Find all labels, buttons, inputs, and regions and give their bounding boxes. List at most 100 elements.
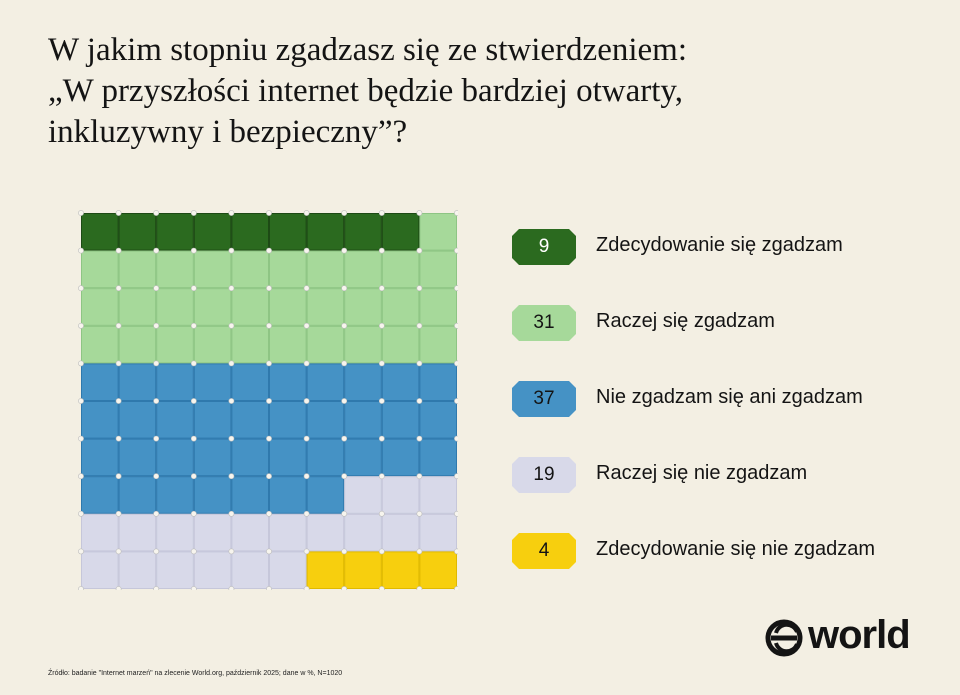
waffle-cell-border xyxy=(269,476,307,514)
waffle-cell xyxy=(81,513,119,552)
legend-label: Nie zgadzam się ani zgadzam xyxy=(596,386,863,408)
waffle-cell-border xyxy=(381,250,420,289)
waffle-cell xyxy=(306,363,345,401)
grid-node xyxy=(190,322,197,329)
grid-node xyxy=(341,285,348,292)
waffle-cell-border xyxy=(381,401,420,439)
waffle-cell xyxy=(193,438,232,477)
grid-node xyxy=(303,398,310,404)
waffle-cell xyxy=(344,250,382,289)
grid-node xyxy=(378,548,385,555)
waffle-cell-border xyxy=(419,363,457,401)
waffle-cell-border xyxy=(306,551,345,589)
grid-node xyxy=(378,247,385,254)
grid-node xyxy=(378,510,385,517)
grid-node xyxy=(153,210,160,216)
waffle-cell-border xyxy=(344,288,382,326)
grid-node xyxy=(190,360,197,367)
waffle-cell-border xyxy=(269,288,307,326)
value-label: 9 xyxy=(538,236,550,257)
title-line-2: „W przyszłości internet będzie bardziej … xyxy=(48,73,683,109)
waffle-cell-border xyxy=(344,513,382,552)
grid-node xyxy=(378,435,385,442)
grid-node xyxy=(378,285,385,292)
waffle-cell-border xyxy=(419,438,457,477)
grid-node xyxy=(78,247,84,254)
waffle-cell-border xyxy=(269,250,307,289)
grid-node xyxy=(115,586,122,590)
waffle-cell-border xyxy=(156,476,194,514)
waffle-cell-border xyxy=(269,513,307,552)
grid-node xyxy=(115,360,122,367)
waffle-cell-border xyxy=(381,213,420,251)
grid-node xyxy=(78,322,84,329)
waffle-cell xyxy=(118,401,157,439)
grid-node xyxy=(115,510,122,517)
waffle-cell xyxy=(381,250,420,289)
grid-node xyxy=(416,435,423,442)
waffle-cell-border xyxy=(269,325,307,364)
waffle-cell-border xyxy=(231,363,269,401)
waffle-cell xyxy=(231,250,269,289)
grid-node xyxy=(341,247,348,254)
grid-node xyxy=(303,435,310,442)
waffle-cell-border xyxy=(231,325,269,364)
waffle-cell xyxy=(193,325,232,364)
waffle-cell-border xyxy=(81,213,119,251)
waffle-cell-border xyxy=(419,401,457,439)
source-note: Źródło: badanie "Internet marzeń" na zle… xyxy=(48,670,343,677)
waffle-cell-border xyxy=(81,250,119,289)
waffle-cell-border xyxy=(81,551,119,589)
title-line-3: inkluzywny i bezpieczny”? xyxy=(48,114,408,150)
waffle-cell xyxy=(118,438,157,477)
waffle-cell-border xyxy=(306,288,345,326)
waffle-cell xyxy=(81,325,119,364)
grid-node xyxy=(190,435,197,442)
grid-node xyxy=(266,510,272,517)
waffle-cell-border xyxy=(306,513,345,552)
waffle-cell xyxy=(419,476,457,514)
waffle-cell xyxy=(231,213,269,251)
grid-node xyxy=(454,548,458,555)
value-label: 37 xyxy=(533,388,555,409)
waffle-cell xyxy=(344,288,382,326)
waffle-cell xyxy=(269,288,307,326)
waffle-cell xyxy=(118,325,157,364)
waffle-cell xyxy=(156,250,194,289)
waffle-cell xyxy=(193,551,232,589)
grid-node xyxy=(78,285,84,292)
waffle-cell xyxy=(344,476,382,514)
waffle-cell-border xyxy=(269,551,307,589)
waffle-cell-border xyxy=(419,213,457,251)
waffle-cell-border xyxy=(306,401,345,439)
waffle-cell-border xyxy=(344,325,382,364)
waffle-cell-border xyxy=(306,476,345,514)
waffle-cell-border xyxy=(118,213,157,251)
waffle-cell xyxy=(81,363,119,401)
grid-node xyxy=(266,398,272,404)
waffle-cell-border xyxy=(193,476,232,514)
waffle-cell-border xyxy=(118,551,157,589)
waffle-cell xyxy=(156,513,194,552)
value-label: 31 xyxy=(533,312,555,333)
grid-node xyxy=(303,247,310,254)
waffle-cell xyxy=(419,551,457,589)
grid-node xyxy=(266,435,272,442)
grid-node xyxy=(190,510,197,517)
waffle-cell-border xyxy=(231,250,269,289)
grid-node xyxy=(153,247,160,254)
value-label: 19 xyxy=(533,464,555,485)
waffle-cell-border xyxy=(381,476,420,514)
waffle-cell xyxy=(156,288,194,326)
grid-node xyxy=(454,210,458,216)
waffle-cell-border xyxy=(118,325,157,364)
waffle-cell xyxy=(156,476,194,514)
grid-node xyxy=(153,586,160,590)
waffle-cell xyxy=(81,438,119,477)
waffle-cell-border xyxy=(269,213,307,251)
waffle-cell-border xyxy=(156,513,194,552)
waffle-cell xyxy=(269,438,307,477)
waffle-cell xyxy=(118,363,157,401)
legend-label: Zdecydowanie się zgadzam xyxy=(596,234,843,256)
grid-node xyxy=(341,586,348,590)
